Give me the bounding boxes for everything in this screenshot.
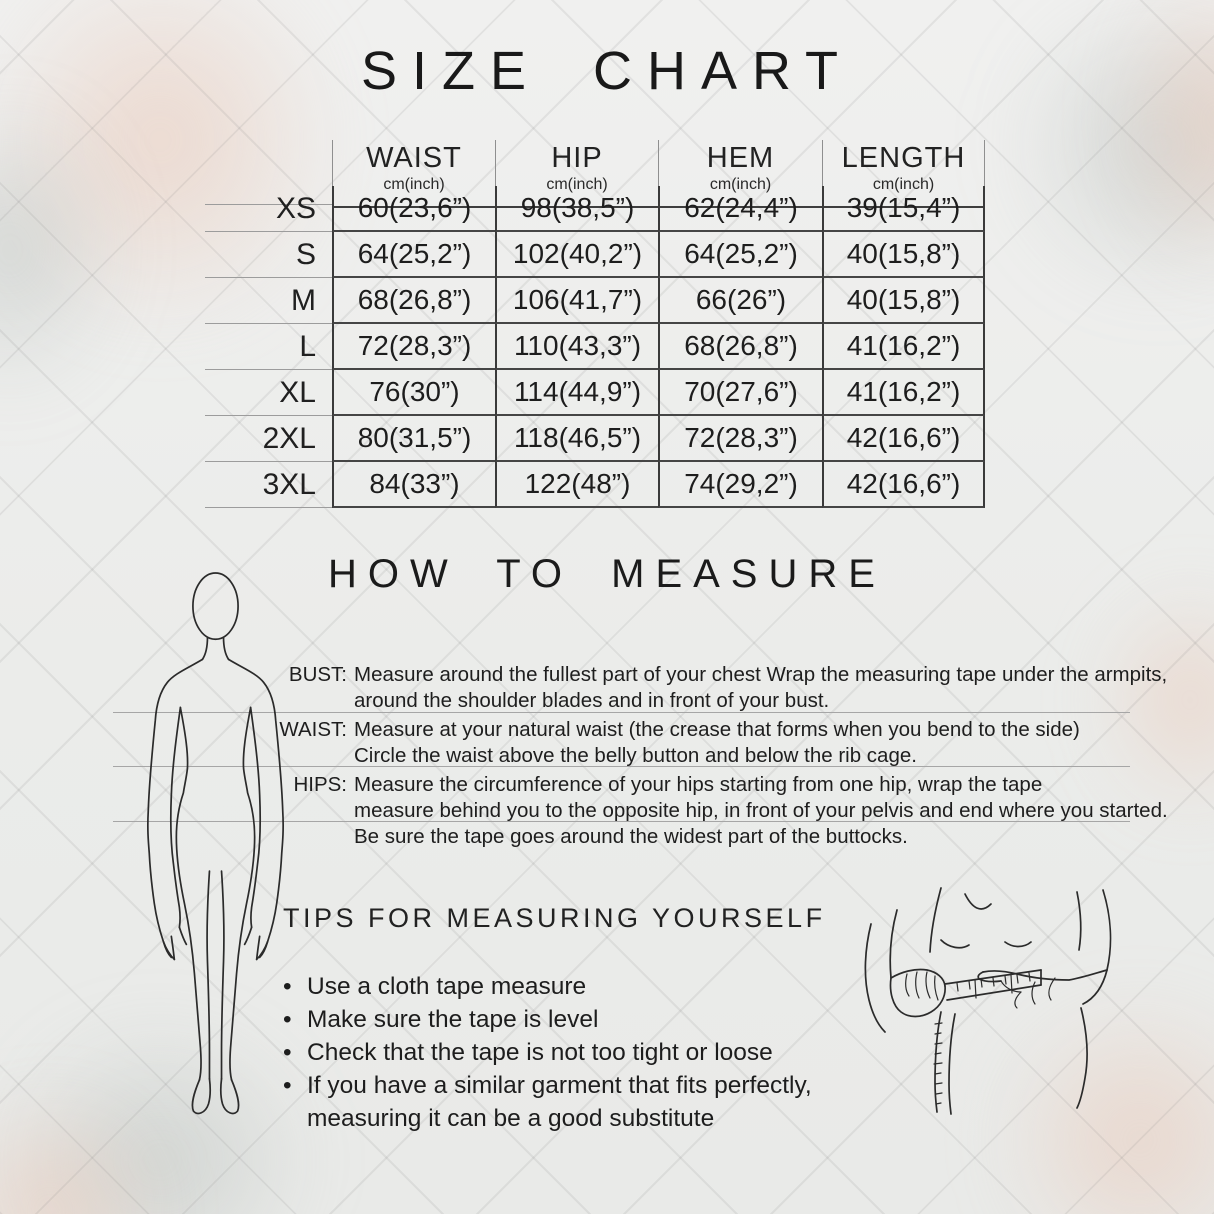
cell-hip: 118(46,5”)	[495, 416, 658, 462]
tip-text: Make sure the tape is level	[307, 1006, 599, 1033]
section-divider	[113, 766, 1130, 767]
cell-waist: 80(31,5”)	[332, 416, 495, 462]
bullet-icon: •	[283, 973, 292, 1000]
size-label: XS	[205, 186, 332, 232]
cell-hip: 98(38,5”)	[495, 186, 658, 232]
cell-hip: 122(48”)	[495, 462, 658, 508]
cell-hem: 64(25,2”)	[658, 232, 822, 278]
cell-length: 40(15,8”)	[822, 232, 985, 278]
cell-length: 42(16,6”)	[822, 462, 985, 508]
tip-text-continuation: measuring it can be a good substitute	[307, 1105, 715, 1132]
measure-text-line: Measure at your natural waist (the creas…	[354, 718, 1080, 741]
cell-hip: 106(41,7”)	[495, 278, 658, 324]
column-header-length: LENGTH cm(inch)	[822, 140, 985, 208]
cell-hem: 70(27,6”)	[658, 370, 822, 416]
size-label: S	[205, 232, 332, 278]
tip-text: If you have a similar garment that fits …	[307, 1072, 812, 1099]
table-corner-cell	[205, 140, 332, 205]
cell-hem: 72(28,3”)	[658, 416, 822, 462]
cell-waist: 68(26,8”)	[332, 278, 495, 324]
size-label: L	[205, 324, 332, 370]
size-label: 3XL	[205, 462, 332, 508]
how-to-measure-title: HOW TO MEASURE	[328, 552, 886, 596]
measure-label: WAIST:	[279, 718, 347, 741]
section-divider	[113, 712, 1130, 713]
cell-waist: 60(23,6”)	[332, 186, 495, 232]
cell-length: 42(16,6”)	[822, 416, 985, 462]
tip-text: Check that the tape is not too tight or …	[307, 1039, 773, 1066]
column-unit: cm(inch)	[709, 176, 772, 193]
column-label: HEM	[706, 142, 775, 174]
cell-waist: 64(25,2”)	[332, 232, 495, 278]
tips-list: • Use a cloth tape measure • Make sure t…	[283, 970, 812, 1135]
cell-hem: 74(29,2”)	[658, 462, 822, 508]
cell-hem: 66(26”)	[658, 278, 822, 324]
section-divider	[113, 821, 1130, 822]
column-label: LENGTH	[841, 142, 966, 174]
tip-text: Use a cloth tape measure	[307, 973, 587, 1000]
hands-measuring-waist-illustration	[864, 887, 1112, 1115]
column-header-hip: HIP cm(inch)	[495, 140, 658, 208]
tip-item: • Make sure the tape is level	[283, 1003, 812, 1036]
cell-length: 40(15,8”)	[822, 278, 985, 324]
measure-text-line: Measure around the fullest part of your …	[354, 663, 1168, 686]
column-header-waist: WAIST cm(inch)	[332, 140, 495, 208]
measure-text-line: measure behind you to the opposite hip, …	[354, 799, 1168, 822]
cell-waist: 76(30”)	[332, 370, 495, 416]
measure-label: BUST:	[288, 663, 347, 686]
size-table: WAIST cm(inch) HIP cm(inch) HEM cm(inch)…	[205, 140, 985, 508]
measure-text: Measure around the fullest part of your …	[354, 662, 1167, 714]
measure-text-line: Be sure the tape goes around the widest …	[354, 825, 908, 848]
measure-section-waist: WAIST: Measure at your natural waist (th…	[115, 717, 1135, 769]
column-unit: cm(inch)	[383, 176, 445, 193]
cell-hip: 114(44,9”)	[495, 370, 658, 416]
size-label: XL	[205, 370, 332, 416]
measure-text-line: Measure the circumference of your hips s…	[354, 773, 1043, 796]
measure-text-line: Circle the waist above the belly button …	[354, 744, 917, 767]
tip-item: • Use a cloth tape measure	[283, 970, 812, 1003]
cell-hem: 68(26,8”)	[658, 324, 822, 370]
measure-section-bust: BUST: Measure around the fullest part of…	[115, 662, 1167, 714]
measure-section-hips: HIPS: Measure the circumference of your …	[115, 772, 1167, 850]
column-label: HIP	[551, 142, 603, 174]
column-header-hem: HEM cm(inch)	[658, 140, 822, 208]
bullet-icon: •	[283, 1072, 292, 1099]
measure-label: HIPS:	[293, 773, 347, 796]
measure-text: Measure at your natural waist (the creas…	[354, 717, 1135, 769]
cell-length: 41(16,2”)	[822, 324, 985, 370]
cell-waist: 84(33”)	[332, 462, 495, 508]
cell-hip: 102(40,2”)	[495, 232, 658, 278]
page-title: SIZE CHART	[360, 41, 854, 101]
size-label: 2XL	[205, 416, 332, 462]
bullet-icon: •	[283, 1039, 292, 1066]
cell-hip: 110(43,3”)	[495, 324, 658, 370]
column-unit: cm(inch)	[546, 176, 608, 193]
tip-item: • Check that the tape is not too tight o…	[283, 1036, 812, 1069]
tip-item: • If you have a similar garment that fit…	[283, 1069, 812, 1102]
measure-text-line: around the shoulder blades and in front …	[354, 689, 830, 712]
female-figure-outline-illustration	[146, 572, 285, 1115]
cell-length: 41(16,2”)	[822, 370, 985, 416]
size-label: M	[205, 278, 332, 324]
cell-waist: 72(28,3”)	[332, 324, 495, 370]
leaf-decoration-top-left	[0, 40, 170, 460]
cell-hem: 62(24,4”)	[658, 186, 822, 232]
tips-title: TIPS FOR MEASURING YOURSELF	[283, 903, 826, 933]
bullet-icon: •	[283, 1006, 292, 1033]
measure-text: Measure the circumference of your hips s…	[354, 772, 1168, 850]
column-unit: cm(inch)	[872, 176, 935, 193]
cell-length: 39(15,4”)	[822, 186, 985, 232]
column-label: WAIST	[366, 142, 462, 174]
